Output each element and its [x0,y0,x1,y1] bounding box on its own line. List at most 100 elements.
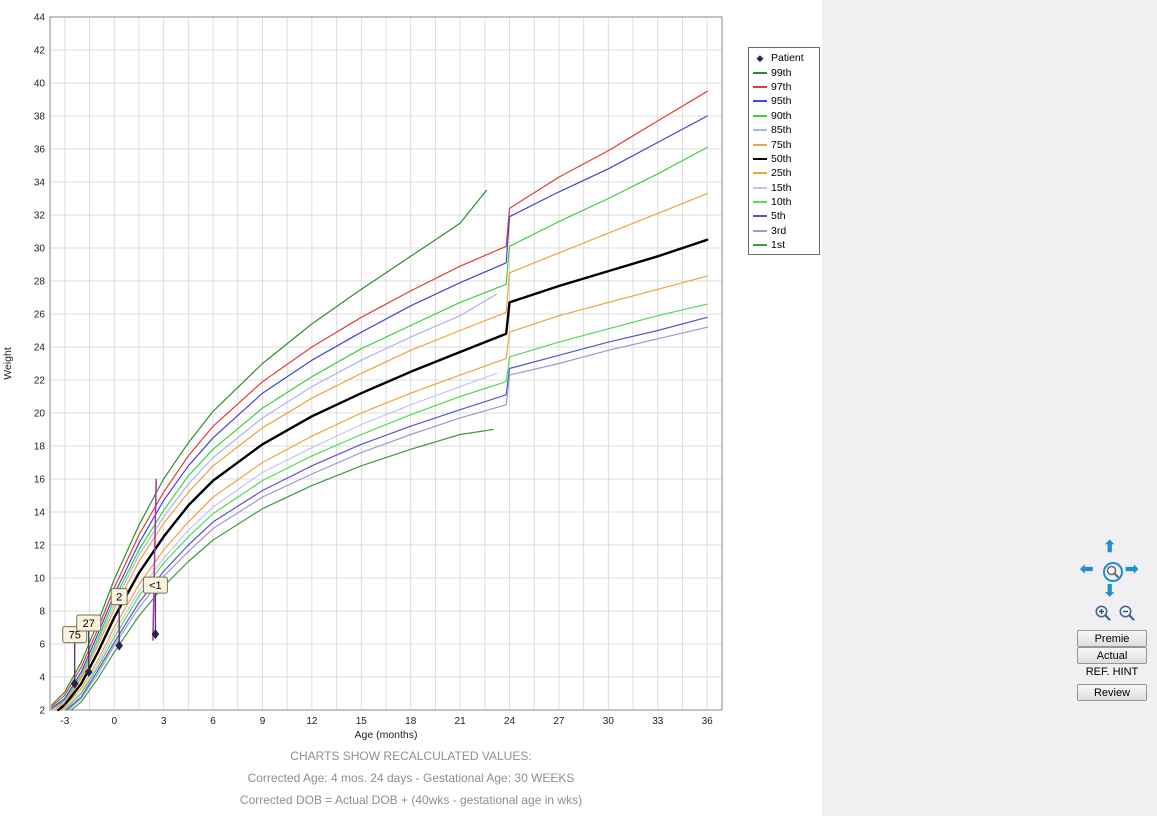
svg-text:36: 36 [702,716,714,727]
legend-label: 15th [771,181,792,194]
legend-label: 10th [771,196,792,209]
patient-point-diamond[interactable] [70,678,79,689]
patient-point-diamond[interactable] [151,629,160,640]
svg-text:15: 15 [356,716,368,727]
svg-text:40: 40 [34,79,46,90]
legend-line-swatch [753,172,767,175]
premie-button[interactable]: Premie [1077,630,1147,647]
zoom-in-button[interactable] [1094,604,1112,622]
svg-text:26: 26 [34,310,46,321]
svg-text:-3: -3 [60,716,69,727]
svg-text:8: 8 [39,607,45,618]
percentile-curve-10th [64,303,708,711]
svg-text:33: 33 [652,716,664,727]
percentile-callout-box [76,614,102,632]
svg-text:20: 20 [34,409,46,420]
legend-item-15th: 15th [753,181,815,195]
svg-text:21: 21 [455,716,467,727]
legend-label: Patient [771,52,804,65]
legend-line-swatch [753,143,767,146]
chart-footer-notes: CHARTS SHOW RECALCULATED VALUES: Correct… [0,745,822,811]
svg-text:6: 6 [210,716,216,727]
svg-text:34: 34 [34,178,46,189]
percentile-curve-75th [55,193,708,710]
legend-line-swatch [753,229,767,232]
legend-label: 25th [771,167,792,180]
footer-recalculated-note: CHARTS SHOW RECALCULATED VALUES: [290,749,532,763]
zoom-reset-glyph [1103,562,1123,582]
legend-label: 90th [771,109,792,122]
pan-right-button[interactable]: ➡ [1125,561,1139,578]
legend-items: ◆ Patient 99th 97th 95th 90th 85th 75th 50th 25th… [753,51,815,252]
svg-text:44: 44 [34,13,46,24]
legend-item-95th: 95th [753,94,815,108]
legend-label: 75th [771,138,792,151]
pan-left-button[interactable]: ⬅ [1080,561,1094,578]
premie-transition-line [152,478,157,641]
legend-label: 97th [771,80,792,93]
growth-chart-panel: 2 4 6 8 10 12 14 16 18 20 22 24 26 28 30 32 34 36 38 40 42 44… [0,12,822,811]
svg-text:6: 6 [39,640,45,651]
percentile-callout-value: <1 [149,580,162,592]
patient-point-diamond[interactable] [115,640,123,651]
percentile-curve-95th [50,115,708,710]
percentile-curve-90th [52,146,708,710]
svg-text:10: 10 [34,574,46,585]
svg-text:30: 30 [34,244,46,255]
review-button[interactable]: Review [1077,684,1147,701]
svg-text:42: 42 [34,46,46,57]
legend-line-swatch [753,157,767,160]
percentile-curve-3rd [67,326,708,711]
percentile-curve-1st [70,428,494,711]
pan-down-button[interactable]: ⬇ [1103,583,1117,600]
x-axis-title: Age (months) [354,729,417,741]
legend-item-97th: 97th [753,80,815,94]
svg-text:30: 30 [603,716,615,727]
svg-text:0: 0 [111,716,117,727]
percentile-callout-box [142,576,168,594]
legend-label: 1st [771,239,786,252]
percentile-callout-value: 2 [116,592,122,604]
zoom-out-button[interactable] [1118,604,1136,622]
zoom-buttons [1094,604,1142,624]
pan-up-button[interactable]: ⬆ [1103,539,1117,556]
percentile-curve-85th [53,293,497,710]
svg-text:38: 38 [34,112,46,123]
legend-line-swatch [753,244,767,247]
actual-button[interactable]: Actual [1077,647,1147,664]
pan-zoom-cluster: ⬆ ⬅ ➡ ⬇ [1080,540,1146,606]
svg-text:12: 12 [34,541,46,552]
legend-line-swatch [753,71,767,74]
legend-label: 50th [771,152,792,165]
legend-label: 95th [771,95,792,108]
legend-item-5th: 5th [753,209,815,223]
legend-item-10th: 10th [753,195,815,209]
percentile-curve-5th [65,316,708,711]
svg-text:16: 16 [34,475,46,486]
legend-line-swatch [753,100,767,103]
zoom-reset-icon[interactable] [1102,561,1124,583]
percentile-callout-box [110,588,128,606]
legend-label: 99th [771,66,792,79]
svg-text:32: 32 [34,211,46,222]
ref-hint-label: REF. HINT [1085,666,1139,678]
svg-text:22: 22 [34,376,46,387]
legend-item-90th: 90th [753,109,815,123]
patient-point-diamond[interactable] [84,667,93,678]
svg-text:18: 18 [405,716,417,727]
legend-line-swatch [753,201,767,204]
svg-text:24: 24 [34,343,46,354]
side-panel: ⬆ ⬅ ➡ ⬇ Premi [822,0,1157,816]
legend-item-75th: 75th [753,137,815,151]
legend-item-3rd: 3rd [753,224,815,238]
percentile-curve-15th [62,372,497,711]
svg-text:12: 12 [306,716,318,727]
percentile-callout-value: 75 [69,630,81,642]
legend-label: 3rd [771,224,787,237]
percentile-callout-value: 27 [83,618,95,630]
footer-corrected-age: Corrected Age: 4 mos. 24 days - Gestatio… [247,771,575,785]
legend-line-swatch [753,85,767,88]
grid [49,16,723,711]
percentile-curve-25th [60,275,708,711]
